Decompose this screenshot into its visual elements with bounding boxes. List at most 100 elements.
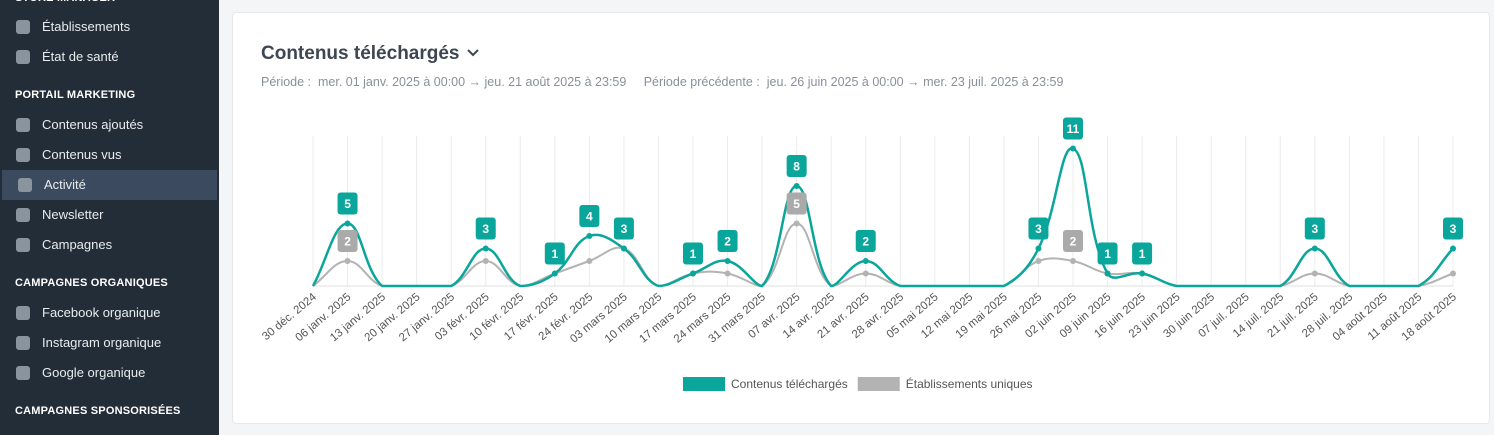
data-label-box	[1063, 230, 1083, 252]
data-label: 8	[793, 160, 800, 174]
legend-label: Établissements uniques	[906, 376, 1033, 391]
menu-label: Contenus ajoutés	[42, 117, 144, 132]
point	[724, 270, 731, 277]
data-label: 3	[482, 222, 489, 236]
data-label: 11	[1067, 122, 1080, 136]
menu: STORE MANAGER Établissements État de santé…	[0, 0, 219, 426]
menu-label: Contenus vus	[42, 147, 122, 162]
data-label-box	[1097, 242, 1118, 265]
menu-label: Newsletter	[42, 207, 104, 222]
menu-label: Facebook organique	[42, 305, 161, 320]
data-label: 4	[586, 210, 593, 224]
data-label-box	[544, 242, 565, 265]
line	[311, 147, 1454, 288]
data-label-box	[786, 155, 807, 177]
point	[551, 270, 558, 277]
point	[1450, 245, 1456, 252]
data-label-box	[683, 242, 703, 265]
icon	[16, 20, 30, 34]
point	[344, 258, 351, 264]
icon	[16, 208, 30, 222]
chart-title: Contenus téléchargés	[261, 43, 481, 65]
chevron[interactable]	[465, 47, 481, 59]
data-label: 3	[1311, 222, 1318, 236]
point	[1450, 270, 1456, 277]
section-title: PORTAIL MARKETING	[15, 89, 136, 101]
data-label: 3	[621, 222, 628, 236]
spacer	[0, 72, 219, 80]
icon	[16, 148, 30, 162]
data-label-box	[717, 230, 738, 252]
data-label-box	[337, 230, 358, 252]
periods: Période : mer. 01 janv. 2025 à 00:00 → j…	[261, 75, 1063, 89]
spacer	[0, 260, 219, 268]
menu-item[interactable]: Instagram organique	[0, 328, 219, 358]
data-label: 2	[1070, 235, 1077, 249]
data-label: 1	[690, 247, 697, 261]
point	[482, 258, 489, 264]
point	[1311, 270, 1318, 277]
previous-label: Période précédente :	[643, 75, 760, 89]
menu-item[interactable]: État de santé	[0, 42, 219, 72]
data-label-box	[613, 217, 634, 240]
menu-label: Activité	[44, 177, 86, 192]
icon	[16, 50, 30, 64]
legend-label: Contenus téléchargés	[731, 377, 848, 391]
data-label: 3	[1450, 222, 1457, 236]
data-label-box	[475, 217, 496, 240]
point	[1104, 270, 1111, 277]
legend-swatch	[683, 377, 725, 391]
data-label: 5	[793, 197, 800, 211]
data-label: 1	[1139, 247, 1146, 261]
point	[1035, 245, 1042, 252]
point	[620, 245, 627, 252]
period: mer. 01 janv. 2025 à 00:00 → jeu. 21 aoû…	[317, 75, 627, 89]
data-label-box	[579, 205, 600, 227]
data-label: 3	[1035, 222, 1042, 236]
menu-label: Établissements	[42, 19, 131, 34]
menu-item[interactable]: Google organique	[0, 358, 219, 388]
point	[586, 258, 593, 264]
icon	[16, 306, 30, 320]
point	[862, 270, 869, 277]
data-label-box	[1132, 242, 1153, 265]
point	[344, 220, 351, 227]
menu-item[interactable]: Activité	[2, 170, 217, 200]
data-label-box	[1063, 117, 1083, 140]
data-label-box	[337, 192, 358, 215]
point	[793, 183, 800, 189]
menu-label: Google organique	[42, 365, 146, 380]
data-label-box	[1028, 217, 1049, 240]
point	[1139, 270, 1146, 277]
menu-item[interactable]: Campagnes	[0, 230, 219, 260]
menu-item[interactable]: Contenus ajoutés	[0, 110, 219, 140]
menu-label: Campagnes	[42, 237, 113, 252]
menu-item[interactable]: Newsletter	[0, 200, 219, 230]
point	[1070, 145, 1076, 152]
menu-label: État de santé	[42, 49, 119, 64]
title: Contenus téléchargés	[261, 43, 460, 64]
icon	[16, 238, 30, 252]
section-title: CAMPAGNES ORGANIQUES	[15, 277, 168, 289]
menu-item[interactable]: Facebook organique	[0, 298, 219, 328]
sidebar: STORE MANAGER Établissements État de santé…	[0, 0, 219, 435]
menu-item[interactable]: Contenus vus	[0, 140, 219, 170]
data-label: 5	[344, 197, 351, 211]
data-label-box	[1304, 217, 1325, 240]
point	[482, 245, 489, 252]
icon	[16, 366, 30, 380]
point	[862, 258, 869, 264]
point	[724, 258, 731, 264]
icon	[16, 118, 30, 132]
data-label-box	[786, 192, 807, 215]
section-title: STORE MANAGER	[0, 0, 219, 12]
point	[1035, 258, 1042, 264]
period-label: Période :	[261, 75, 312, 89]
data-label-box	[855, 230, 876, 252]
data-label-box	[1443, 217, 1463, 240]
data-label: 1	[1104, 247, 1111, 261]
point	[1070, 258, 1076, 264]
menu-item[interactable]: Établissements	[0, 12, 219, 42]
legend-swatch	[857, 377, 900, 391]
